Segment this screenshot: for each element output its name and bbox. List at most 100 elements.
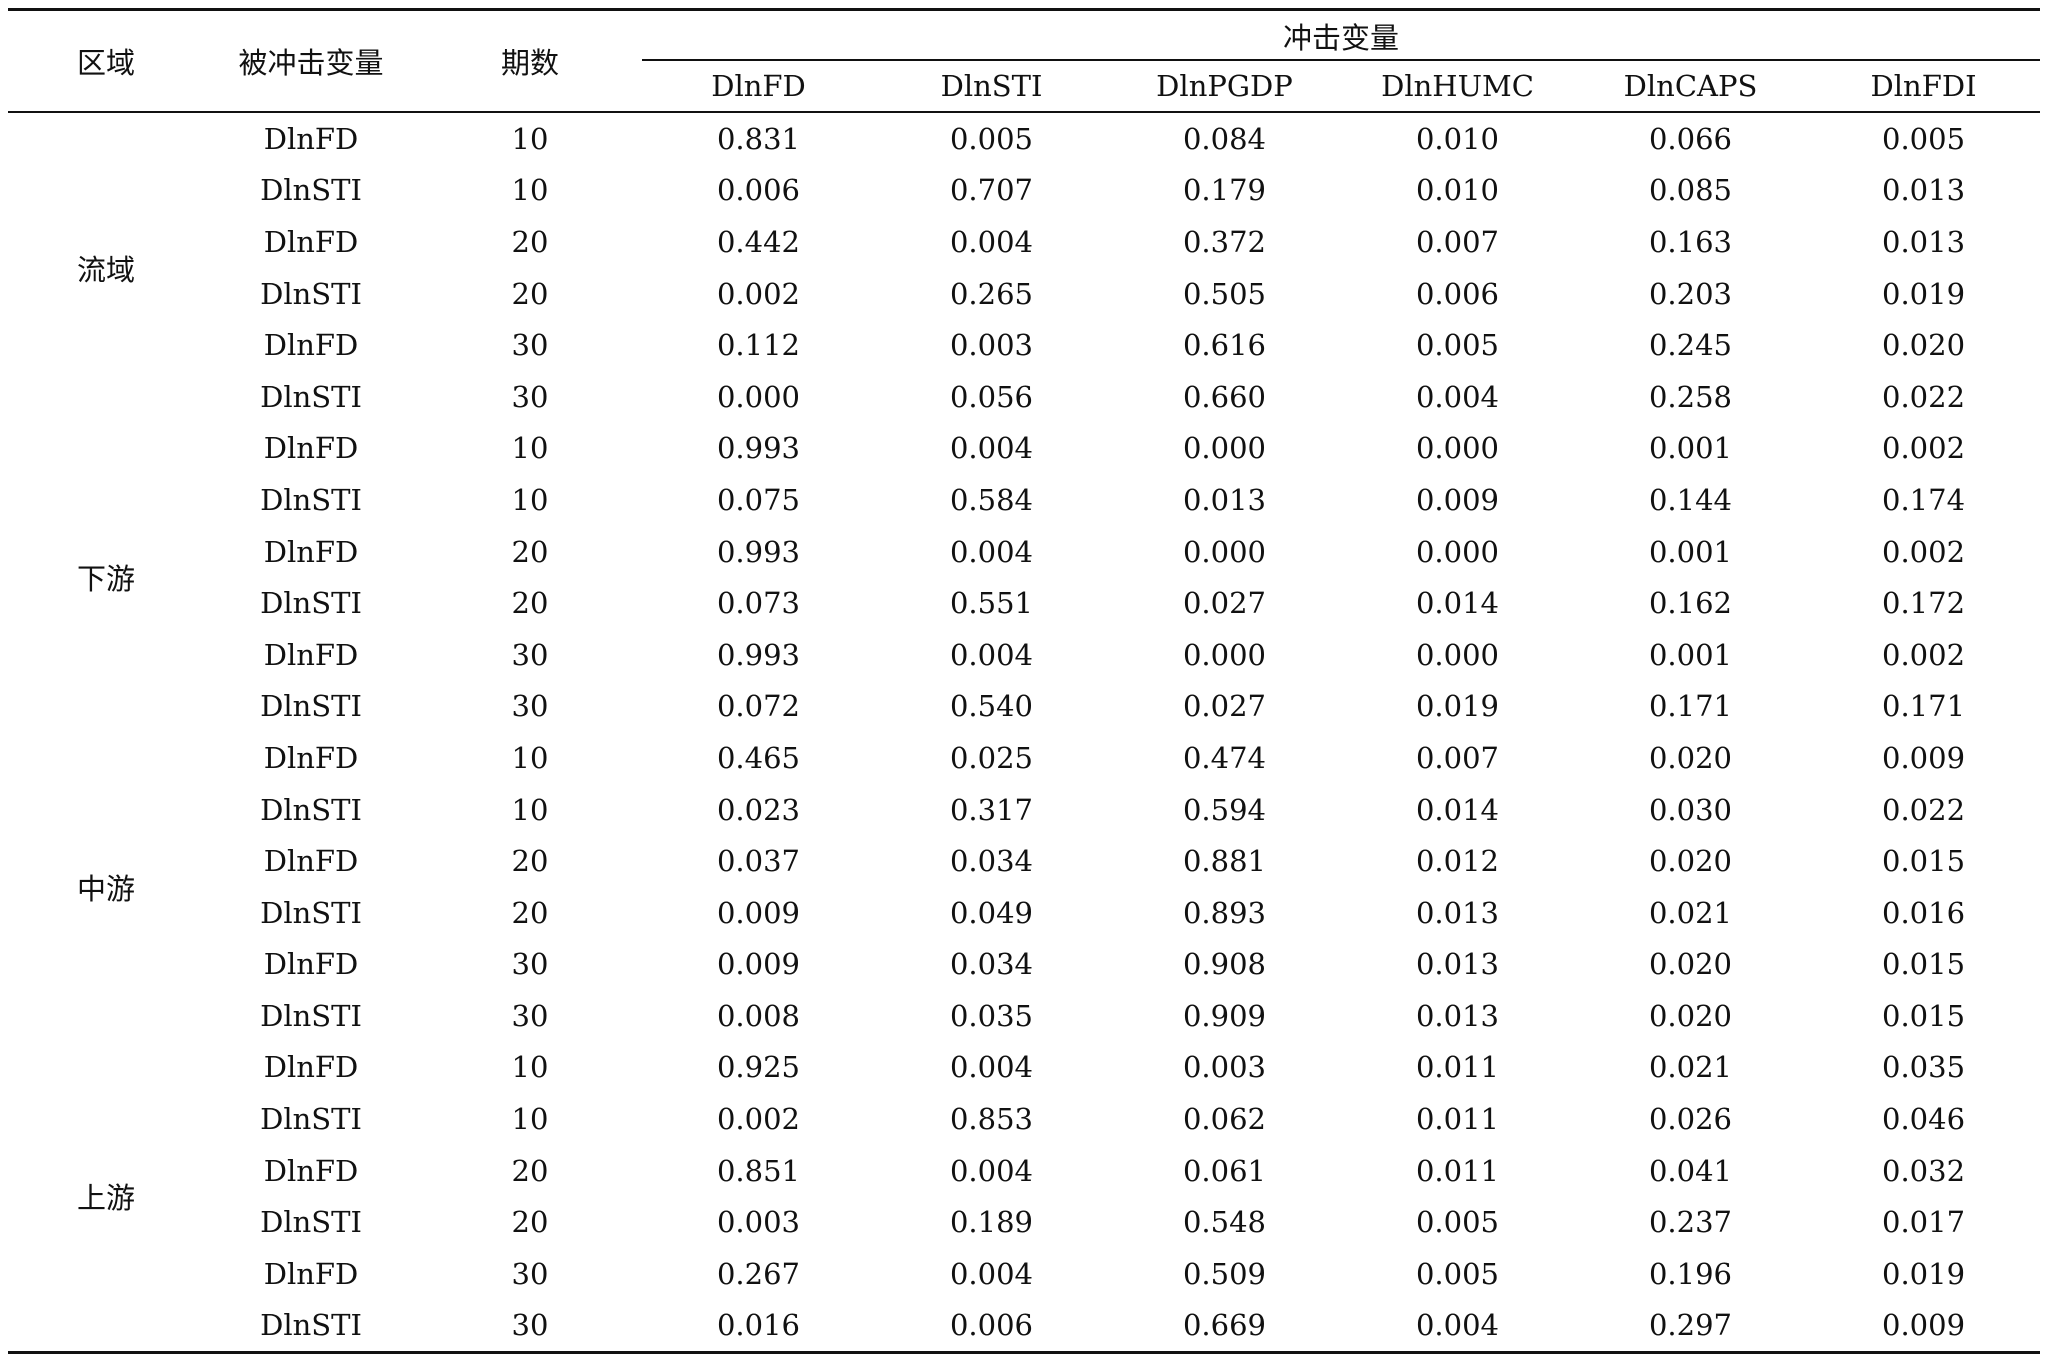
region-label: 流域: [76, 252, 135, 287]
period-cell: 30: [511, 1308, 549, 1343]
header-shock-var: DlnFDI: [1870, 69, 1977, 103]
shocked-variable-cell: DlnFD: [263, 328, 359, 363]
value-cell: 0.027: [1182, 689, 1267, 724]
value-cell: 0.010: [1415, 173, 1500, 208]
value-cell: 0.009: [1415, 482, 1500, 517]
value-cell: 0.015: [1882, 947, 1966, 982]
period-cell: 30: [511, 379, 549, 414]
value-cell: 0.004: [949, 1050, 1034, 1085]
shocked-variable-cell: DlnSTI: [260, 689, 362, 724]
value-cell: 0.171: [1648, 689, 1733, 724]
value-cell: 0.196: [1648, 1256, 1733, 1291]
table-row: DlnSTI 20 0.009 0.049 0.893 0.013 0.021 0.016: [8, 887, 2040, 939]
value-cell: 0.023: [716, 792, 801, 827]
period-cell: 20: [511, 1153, 549, 1188]
value-cell: 0.013: [1415, 947, 1500, 982]
value-cell: 0.013: [1415, 895, 1500, 930]
value-cell: 0.030: [1648, 792, 1733, 827]
value-cell: 0.851: [716, 1153, 801, 1188]
shocked-variable-cell: DlnFD: [263, 431, 359, 466]
period-cell: 10: [511, 792, 549, 827]
table-body: 流域 DlnFD 10 0.831 0.005 0.084 0.010 0.066 0.005 D…: [8, 112, 2041, 1353]
value-cell: 0.012: [1415, 844, 1500, 879]
shocked-variable-cell: DlnFD: [263, 534, 359, 569]
shocked-variable-cell: DlnSTI: [260, 482, 362, 517]
table-row: DlnSTI 10 0.006 0.707 0.179 0.010 0.085 0.013: [8, 165, 2040, 217]
value-cell: 0.013: [1882, 224, 1966, 259]
value-cell: 0.009: [716, 947, 801, 982]
shocked-variable-cell: DlnFD: [263, 121, 359, 156]
table-row: DlnSTI 30 0.016 0.006 0.669 0.004 0.297 0.009: [8, 1300, 2041, 1353]
value-cell: 0.034: [949, 844, 1034, 879]
value-cell: 0.008: [716, 998, 801, 1033]
value-cell: 0.005: [1415, 1256, 1500, 1291]
value-cell: 0.084: [1182, 121, 1267, 156]
value-cell: 0.005: [1882, 121, 1966, 156]
shocked-variable-cell: DlnSTI: [260, 586, 362, 621]
table-row: DlnSTI 10 0.002 0.853 0.062 0.011 0.026 0.046: [8, 1093, 2040, 1145]
value-cell: 0.594: [1182, 792, 1267, 827]
period-cell: 20: [511, 224, 549, 259]
value-cell: 0.993: [716, 637, 801, 672]
value-cell: 0.011: [1415, 1102, 1500, 1137]
value-cell: 0.020: [1648, 947, 1733, 982]
period-cell: 10: [511, 431, 549, 466]
period-cell: 30: [511, 1256, 549, 1291]
value-cell: 0.172: [1882, 586, 1966, 621]
period-cell: 20: [511, 276, 549, 311]
header-region: 区域: [76, 46, 135, 80]
value-cell: 0.021: [1648, 895, 1733, 930]
region-label: 中游: [76, 871, 135, 906]
value-cell: 0.004: [949, 431, 1034, 466]
value-cell: 0.831: [716, 121, 801, 156]
value-cell: 0.171: [1882, 689, 1966, 724]
period-cell: 10: [511, 173, 549, 208]
value-cell: 0.003: [1182, 1050, 1267, 1085]
shocked-variable-cell: DlnSTI: [260, 1102, 362, 1137]
value-cell: 0.179: [1182, 173, 1267, 208]
period-cell: 10: [511, 740, 549, 775]
shocked-variable-cell: DlnSTI: [260, 379, 362, 414]
period-cell: 10: [511, 1102, 549, 1137]
value-cell: 0.000: [716, 379, 801, 414]
value-cell: 0.062: [1182, 1102, 1267, 1137]
value-cell: 0.032: [1882, 1153, 1966, 1188]
table-row: DlnFD 30 0.993 0.004 0.000 0.000 0.001 0.002: [8, 629, 2040, 681]
value-cell: 0.189: [949, 1205, 1034, 1240]
period-cell: 20: [511, 1205, 549, 1240]
value-cell: 0.017: [1882, 1205, 1966, 1240]
table-row: DlnSTI 10 0.023 0.317 0.594 0.014 0.030 0.022: [8, 784, 2040, 836]
value-cell: 0.006: [1415, 276, 1500, 311]
value-cell: 0.020: [1648, 740, 1733, 775]
value-cell: 0.034: [949, 947, 1034, 982]
value-cell: 0.075: [716, 482, 801, 517]
region-label: 下游: [76, 562, 135, 597]
table-row: DlnSTI 30 0.008 0.035 0.909 0.013 0.020 0.015: [8, 990, 2040, 1042]
value-cell: 0.005: [1415, 1205, 1500, 1240]
value-cell: 0.660: [1182, 379, 1267, 414]
value-cell: 0.006: [949, 1308, 1034, 1343]
value-cell: 0.004: [949, 224, 1034, 259]
value-cell: 0.022: [1882, 379, 1966, 414]
value-cell: 0.005: [1415, 328, 1500, 363]
value-cell: 0.993: [716, 534, 801, 569]
value-cell: 0.002: [1882, 431, 1966, 466]
value-cell: 0.297: [1648, 1308, 1733, 1343]
value-cell: 0.163: [1648, 224, 1733, 259]
value-cell: 0.616: [1182, 328, 1267, 363]
value-cell: 0.908: [1182, 947, 1267, 982]
value-cell: 0.505: [1182, 276, 1267, 311]
value-cell: 0.584: [949, 482, 1034, 517]
table-row: DlnFD 30 0.267 0.004 0.509 0.005 0.196 0.019: [8, 1248, 2040, 1300]
value-cell: 0.162: [1648, 586, 1733, 621]
value-cell: 0.001: [1648, 431, 1733, 466]
value-cell: 0.881: [1182, 844, 1267, 879]
value-cell: 0.011: [1415, 1050, 1500, 1085]
period-cell: 30: [511, 328, 549, 363]
value-cell: 0.015: [1882, 998, 1966, 1033]
table-row: DlnSTI 20 0.003 0.189 0.548 0.005 0.237 0.017: [8, 1196, 2040, 1248]
value-cell: 0.551: [949, 586, 1034, 621]
header-shock-var: DlnSTI: [940, 69, 1043, 103]
table-row: DlnSTI 30 0.072 0.540 0.027 0.019 0.171 0.171: [8, 681, 2040, 733]
